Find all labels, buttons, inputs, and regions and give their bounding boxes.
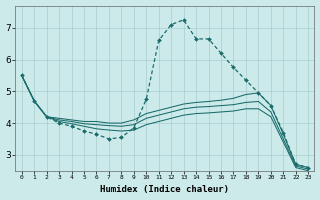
X-axis label: Humidex (Indice chaleur): Humidex (Indice chaleur) [100,185,229,194]
